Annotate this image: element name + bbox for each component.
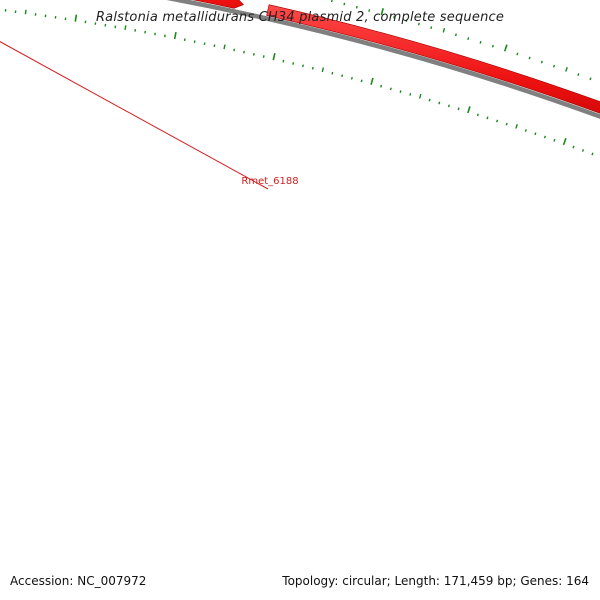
inner-tick	[74, 14, 78, 22]
outer-tick	[491, 44, 494, 48]
inner-tick	[24, 9, 27, 15]
inner-tick	[262, 55, 265, 58]
map-title: Ralstonia metallidurans CH34 plasmid 2, …	[95, 10, 505, 25]
outer-tick	[442, 27, 446, 33]
outer-tick	[565, 67, 568, 72]
outer-tick	[330, 0, 333, 3]
inner-tick	[534, 132, 537, 136]
feature-tracks	[166, 0, 600, 119]
inner-tick	[515, 124, 518, 129]
inner-tick	[553, 138, 556, 142]
inner-tick-track	[4, 9, 594, 156]
inner-tick	[447, 104, 450, 108]
inner-tick	[476, 113, 479, 117]
outer-tick	[479, 40, 482, 44]
inner-tick	[457, 107, 460, 111]
inner-tick	[486, 116, 489, 120]
inner-tick	[203, 42, 206, 46]
inner-tick	[252, 52, 255, 56]
reverse-gene-block	[266, 4, 600, 114]
inner-tick	[223, 44, 226, 50]
gene-callout: Rmet_6188	[0, 41, 299, 190]
inner-tick	[311, 66, 314, 70]
inner-tick	[233, 48, 236, 52]
inner-tick	[581, 149, 585, 152]
inner-tick	[438, 101, 441, 105]
inner-tick	[272, 53, 276, 61]
outer-tick	[454, 33, 457, 37]
reverse-gene-band	[192, 0, 244, 9]
inner-tick	[428, 98, 431, 102]
outer-tick	[430, 26, 433, 30]
inner-tick	[243, 50, 245, 54]
inner-tick	[380, 84, 383, 88]
inner-tick	[360, 79, 363, 83]
inner-tick	[399, 90, 402, 94]
inner-tick	[496, 119, 499, 123]
inner-tick	[282, 59, 285, 63]
backbone-line	[166, 0, 600, 119]
inner-tick	[543, 135, 546, 139]
outer-tick	[577, 73, 580, 76]
inner-tick	[124, 25, 127, 30]
inner-tick	[173, 31, 177, 40]
inner-tick	[572, 145, 575, 149]
outer-tick	[503, 44, 508, 52]
inner-tick	[321, 67, 325, 73]
inner-tick	[350, 76, 353, 80]
outer-tick	[368, 9, 371, 12]
sequence-summary: Topology: circular; Length: 171,459 bp; …	[282, 574, 589, 588]
inner-tick	[292, 62, 295, 65]
outer-tick	[343, 2, 346, 6]
gene-callout-line	[0, 41, 269, 190]
outer-tick	[380, 8, 384, 16]
inner-tick	[467, 106, 471, 114]
outer-tick	[552, 64, 556, 68]
outer-tick	[589, 77, 592, 81]
outer-tick	[467, 37, 470, 40]
inner-tick	[341, 74, 344, 78]
outer-tick	[405, 19, 408, 22]
outer-tick	[528, 56, 531, 60]
inner-tick	[562, 138, 567, 146]
inner-tick	[302, 64, 304, 68]
outer-tick	[516, 52, 519, 56]
inner-tick	[389, 87, 392, 91]
inner-tick	[213, 44, 216, 48]
outer-tick	[417, 22, 420, 26]
inner-tick	[370, 77, 374, 85]
accession-label: Accession: NC_007972	[10, 574, 147, 588]
outer-tick	[393, 15, 396, 19]
inner-tick	[505, 122, 508, 126]
inner-tick	[331, 71, 334, 75]
outer-tick	[355, 5, 358, 9]
inner-tick	[591, 152, 594, 156]
gene-label: Rmet_6188	[241, 176, 298, 187]
inner-tick	[524, 129, 527, 132]
inner-tick	[409, 93, 412, 96]
inner-tick	[418, 93, 422, 99]
outer-tick	[540, 60, 543, 64]
outer-tick-track	[330, 0, 592, 81]
